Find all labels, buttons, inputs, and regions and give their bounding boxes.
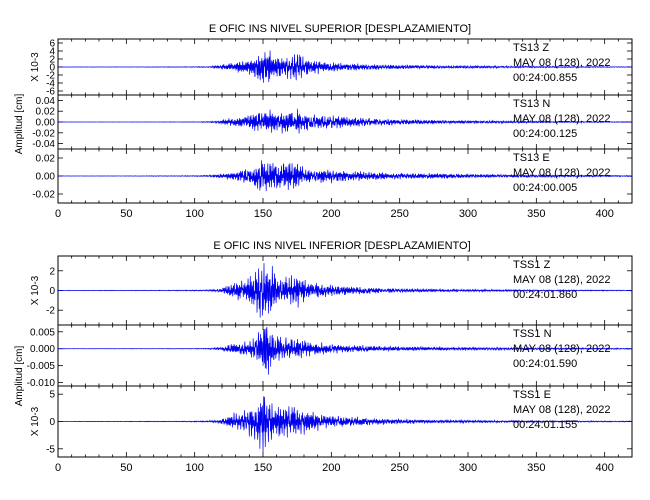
upper-shared-ylabel: Amplitud [cm] <box>14 93 25 154</box>
trace-annotation-name: TSS1 E <box>513 389 551 401</box>
y-tick-label: 0.005 <box>30 327 55 338</box>
y-tick-label: 0.000 <box>30 344 55 355</box>
trace-annotation-name: TSS1 Z <box>513 259 551 271</box>
upper-panel-n: 0.040.020.00-0.02-0.04 TS13 N MAY 08 (128)… <box>32 94 633 150</box>
trace-annotation-time: 00:24:01.860 <box>513 289 577 301</box>
x-tick-label: 50 <box>120 462 132 474</box>
x-tick-label: 300 <box>459 208 477 220</box>
x-tick-label: 400 <box>595 208 613 220</box>
y-tick-label: -4 <box>46 79 55 90</box>
x-tick-label: 200 <box>322 208 340 220</box>
y-tick-label: 0.04 <box>36 96 56 107</box>
y-tick-label: 0 <box>49 286 55 297</box>
x-tick-label: 150 <box>254 208 272 220</box>
trace-annotation-time: 00:24:00.005 <box>513 182 577 194</box>
seismic-trace <box>57 263 633 318</box>
y-tick-label: 0.00 <box>36 118 56 129</box>
x-tick-label: 250 <box>390 462 408 474</box>
upper-title: E OFIC INS NIVEL SUPERIOR [DESPLAZAMIENT… <box>209 23 471 35</box>
y-tick-label: 0 <box>49 417 55 428</box>
trace-annotation-name: TS13 E <box>513 152 550 164</box>
y-tick-label: -0.02 <box>32 128 55 139</box>
y-tick-label: 5 <box>49 390 55 401</box>
x-tick-label: 350 <box>527 208 545 220</box>
trace-annotation-name: TSS1 N <box>513 328 552 340</box>
upper-panel-e: 0.02 0.00 -0.02 TS13 E MAY 08 (128), 2022 00:… <box>32 148 633 204</box>
trace-annotation-name: TS13 N <box>513 98 550 110</box>
trace-annotation-time: 00:24:00.125 <box>513 128 577 140</box>
lower-x-axis: 0 50 100 150 200 250 300 350 400 <box>55 462 614 474</box>
y-tick-label: -0.010 <box>27 378 56 389</box>
y-tick-label: -6 <box>46 87 55 98</box>
y-tick-label: -5 <box>46 444 55 455</box>
trace-annotation-date: MAY 08 (128), 2022 <box>513 404 610 416</box>
lower-panel-n: 0.005 0.000 -0.005 -0.010 TSS1 N MAY 08 (128)… <box>27 324 633 389</box>
x-tick-label: 150 <box>254 462 272 474</box>
x-tick-label: 0 <box>55 462 61 474</box>
y-tick-label: -0.005 <box>27 361 56 372</box>
y-tick-label: -0.02 <box>32 190 55 201</box>
lower-figure: E OFIC INS NIVEL INFERIOR [DESPLAZAMIENT… <box>14 240 633 474</box>
panel-ylabel: X 10-3 <box>30 275 41 305</box>
seismic-trace <box>57 396 633 453</box>
y-tick-label: 6 <box>49 39 55 50</box>
y-tick-label: 2 <box>49 55 55 66</box>
x-tick-label: 50 <box>120 208 132 220</box>
trace-annotation-time: 00:24:01.155 <box>513 419 577 431</box>
lower-panel-z: 2 0 -2 X 10-3 TSS1 Z MAY 08 (128), 2022 00:24:… <box>30 255 633 326</box>
trace-annotation-date: MAY 08 (128), 2022 <box>513 113 610 125</box>
trace-annotation-time: 00:24:01.590 <box>513 358 577 370</box>
upper-x-axis: 0 50 100 150 200 250 300 350 400 <box>55 208 614 220</box>
x-tick-label: 100 <box>185 462 203 474</box>
x-tick-label: 250 <box>390 208 408 220</box>
y-tick-label: 0.00 <box>36 172 56 183</box>
trace-annotation-time: 00:24:00.855 <box>513 72 577 84</box>
seismic-trace <box>57 160 633 192</box>
x-tick-label: 200 <box>322 462 340 474</box>
upper-figure: E OFIC INS NIVEL SUPERIOR [DESPLAZAMIENT… <box>14 23 633 220</box>
seismic-trace <box>57 50 633 83</box>
trace-annotation-date: MAY 08 (128), 2022 <box>513 343 610 355</box>
lower-title: E OFIC INS NIVEL INFERIOR [DESPLAZAMIENT… <box>213 240 470 252</box>
seismic-trace <box>57 108 633 134</box>
x-tick-label: 0 <box>55 208 61 220</box>
y-tick-label: -0.04 <box>32 139 55 150</box>
seismic-trace <box>57 327 633 375</box>
y-tick-label: 0.02 <box>36 154 56 165</box>
y-tick-label: -2 <box>46 71 55 82</box>
x-tick-label: 400 <box>595 462 613 474</box>
y-tick-label: 0 <box>49 63 55 74</box>
y-tick-label: 4 <box>49 47 55 58</box>
x-tick-label: 350 <box>527 462 545 474</box>
panel-ylabel: X 10-3 <box>30 52 41 82</box>
y-tick-label: -2 <box>46 306 55 317</box>
lower-shared-ylabel: Amplitud [cm] <box>14 345 25 406</box>
trace-annotation-date: MAY 08 (128), 2022 <box>513 167 610 179</box>
trace-annotation-name: TS13 Z <box>513 42 549 54</box>
y-tick-label: 2 <box>49 266 55 277</box>
trace-annotation-date: MAY 08 (128), 2022 <box>513 57 610 69</box>
y-tick-label: 0.02 <box>36 107 56 118</box>
trace-annotation-date: MAY 08 (128), 2022 <box>513 274 610 286</box>
lower-panel-e: 5 0 -5 X 10-3 TSS1 E MAY 08 (128), 2022 00:24:… <box>30 385 633 458</box>
x-tick-label: 100 <box>185 208 203 220</box>
x-tick-label: 300 <box>459 462 477 474</box>
panel-ylabel: X 10-3 <box>30 406 41 436</box>
